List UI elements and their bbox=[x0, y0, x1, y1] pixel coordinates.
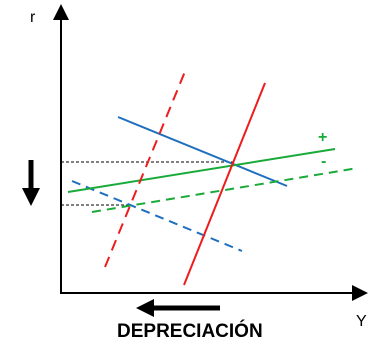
y-axis-label: r bbox=[30, 9, 36, 26]
blue-dashed-curve bbox=[71, 180, 243, 252]
left-arrow-icon bbox=[136, 299, 220, 317]
down-arrow-icon bbox=[22, 160, 40, 206]
x-axis-label: Y bbox=[356, 313, 367, 330]
y-axis-arrowhead bbox=[53, 4, 69, 20]
minus-sign: - bbox=[321, 153, 326, 170]
depreciation-caption: DEPRECIACIÓN bbox=[117, 320, 263, 342]
red-solid-curve bbox=[183, 82, 266, 286]
x-axis-arrowhead bbox=[352, 285, 368, 301]
blue-solid-curve bbox=[117, 116, 288, 187]
green-solid-curve bbox=[67, 148, 336, 193]
red-dashed-curve bbox=[104, 68, 187, 268]
plus-sign: + bbox=[318, 129, 327, 146]
